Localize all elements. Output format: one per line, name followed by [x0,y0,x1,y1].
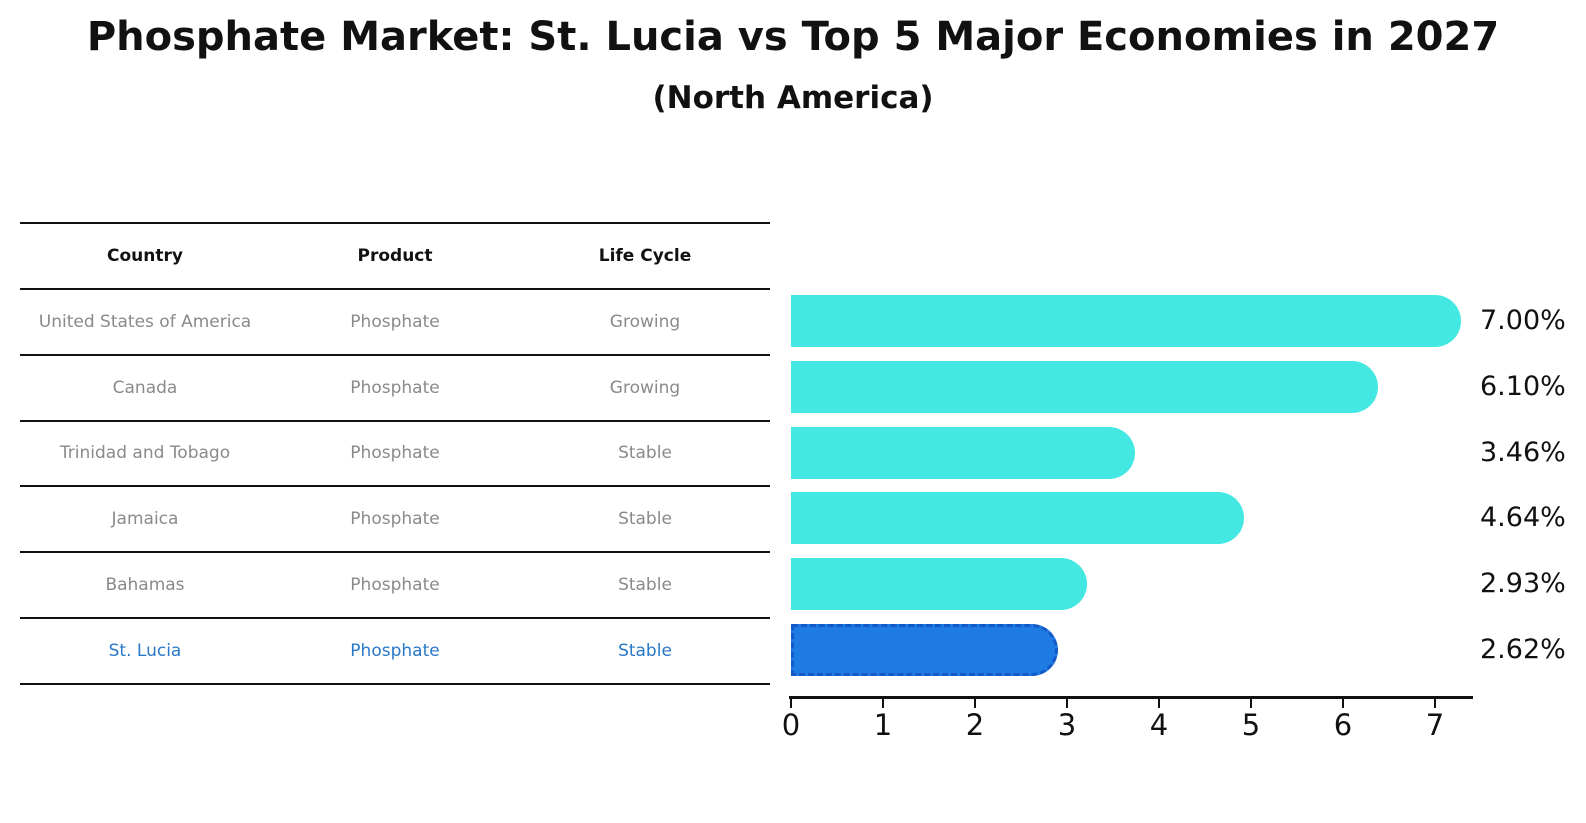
chart-title: Phosphate Market: St. Lucia vs Top 5 Maj… [86,14,1500,60]
x-tick-label: 0 [781,708,801,742]
bar-value-label: 2.93% [1480,568,1566,600]
table-cell-country: Trinidad and Tobago [59,443,231,464]
bar-value-label: 2.62% [1480,633,1566,665]
table-cell-product: Phosphate [350,377,440,398]
chart-subtitle: (North America) [652,80,934,116]
x-tick-mark [1434,699,1436,708]
x-tick-label: 3 [1057,708,1077,742]
table-cell-country: St. Lucia [108,640,182,661]
x-tick-label: 5 [1241,708,1261,742]
table-cell-product: Phosphate [350,311,440,332]
bar-united-states-of-america [791,294,1461,347]
table-cell-country: Canada [112,377,178,398]
bar-canada [791,360,1379,413]
bar-value-label: 7.00% [1480,304,1566,336]
x-tick-mark [1342,699,1344,708]
table-cell-life-cycle: Growing [609,311,681,332]
x-tick-label: 6 [1333,708,1353,742]
x-tick-mark [974,699,976,708]
table-cell-country: United States of America [38,311,252,332]
x-tick-mark [882,699,884,708]
x-tick-label: 1 [873,708,893,742]
x-tick-mark [1158,699,1160,708]
bar-jamaica [791,492,1244,545]
table-cell-product: Phosphate [350,640,440,661]
bar-value-label: 4.64% [1480,502,1566,534]
table-row: United States of America Phosphate Growing [20,290,770,356]
x-tick-label: 2 [965,708,985,742]
table-row: St. Lucia Phosphate Stable [20,619,770,685]
x-axis-line [789,696,1473,699]
table-header-row: Country Product Life Cycle [20,224,770,290]
x-tick-label: 7 [1425,708,1445,742]
table-row: Canada Phosphate Growing [20,356,770,422]
table-header-life-cycle: Life Cycle [598,246,692,266]
table-row: Bahamas Phosphate Stable [20,553,770,619]
table-cell-product: Phosphate [350,575,440,596]
bar-plot-area [791,288,1586,683]
table-body: United States of America Phosphate Growing… [20,290,770,685]
table-cell-product: Phosphate [350,443,440,464]
x-tick-mark [790,699,792,708]
table-cell-life-cycle: Stable [618,575,672,596]
table-header-country: Country [107,246,183,266]
x-tick-mark [1250,699,1252,708]
table-row: Trinidad and Tobago Phosphate Stable [20,422,770,488]
bar-trinidad-and-tobago [791,426,1136,479]
country-table: Country Product Life Cycle United States… [20,222,770,685]
table-header-product: Product [357,246,433,266]
table-cell-product: Phosphate [350,509,440,530]
bar-value-label: 6.10% [1480,370,1566,402]
table-cell-life-cycle: Stable [618,443,672,464]
table-cell-country: Bahamas [105,575,185,596]
table-cell-life-cycle: Growing [609,377,681,398]
bar-bahamas [791,558,1087,611]
bar-value-label: 3.46% [1480,436,1566,468]
x-tick-label: 4 [1149,708,1169,742]
table-row: Jamaica Phosphate Stable [20,487,770,554]
table-cell-life-cycle: Stable [618,509,672,530]
bar-st-lucia [791,623,1059,676]
table-cell-life-cycle: Stable [618,640,672,661]
table-cell-country: Jamaica [111,509,179,530]
x-tick-mark [1066,699,1068,708]
